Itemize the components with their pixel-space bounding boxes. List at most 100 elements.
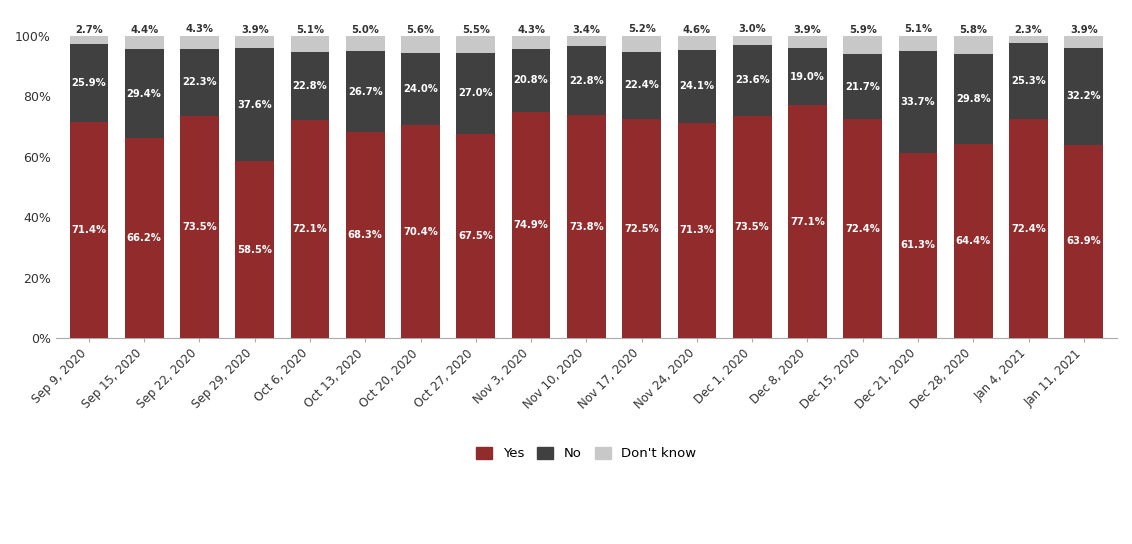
Text: 37.6%: 37.6% [238,100,272,110]
Bar [235,36,274,48]
Text: 26.7%: 26.7% [348,86,383,96]
Bar [623,119,661,338]
Bar [180,36,218,49]
Bar [1064,48,1104,145]
Text: 5.5%: 5.5% [462,24,490,35]
Bar [512,36,550,49]
Bar [954,54,993,144]
Text: 2.7%: 2.7% [75,24,103,35]
Bar [567,36,606,46]
Bar [899,36,937,51]
Bar [125,36,163,50]
Bar [235,48,274,162]
Text: 77.1%: 77.1% [790,217,825,226]
Text: 3.9%: 3.9% [794,24,822,35]
Bar [954,144,993,338]
Bar [456,53,495,134]
Bar [954,36,993,54]
Text: 74.9%: 74.9% [514,220,549,230]
Text: 32.2%: 32.2% [1066,91,1101,102]
Bar [1010,36,1048,43]
Text: 19.0%: 19.0% [790,72,825,82]
Text: 24.0%: 24.0% [403,84,438,94]
Text: 29.4%: 29.4% [127,89,162,99]
Bar [788,105,826,338]
Text: 27.0%: 27.0% [458,89,494,98]
Bar [456,134,495,338]
Text: 71.4%: 71.4% [71,225,106,235]
Bar [69,36,109,44]
Bar [1010,43,1048,120]
Text: 4.3%: 4.3% [517,24,546,35]
Bar [291,120,329,338]
Bar [623,52,661,119]
Text: 66.2%: 66.2% [127,233,162,243]
Bar [843,120,882,338]
Bar [401,126,440,338]
Text: 67.5%: 67.5% [458,231,494,241]
Bar [678,123,717,338]
Text: 25.9%: 25.9% [71,78,106,88]
Bar [788,48,826,105]
Bar [843,54,882,120]
Text: 64.4%: 64.4% [955,236,990,246]
Text: 3.9%: 3.9% [241,24,268,35]
Bar [291,52,329,120]
Bar [401,36,440,53]
Legend: Yes, No, Don't know: Yes, No, Don't know [470,440,703,467]
Text: 4.6%: 4.6% [683,24,711,35]
Text: 2.3%: 2.3% [1014,24,1043,35]
Text: 4.4%: 4.4% [130,24,158,35]
Bar [678,50,717,123]
Bar [180,116,218,338]
Bar [732,36,772,45]
Text: 72.4%: 72.4% [846,224,881,234]
Text: 5.1%: 5.1% [295,24,324,35]
Text: 73.5%: 73.5% [735,222,770,232]
Bar [1010,120,1048,338]
Text: 3.9%: 3.9% [1070,24,1098,35]
Text: 5.9%: 5.9% [849,24,876,35]
Bar [899,153,937,338]
Bar [1064,145,1104,338]
Text: 22.4%: 22.4% [624,81,659,90]
Text: 22.8%: 22.8% [569,76,603,86]
Text: 5.6%: 5.6% [406,24,435,35]
Bar [125,50,163,138]
Bar [346,36,385,51]
Text: 5.2%: 5.2% [628,24,655,34]
Bar [623,36,661,52]
Text: 5.0%: 5.0% [351,24,379,35]
Bar [346,51,385,132]
Text: 63.9%: 63.9% [1066,237,1101,246]
Text: 21.7%: 21.7% [846,82,881,92]
Text: 4.3%: 4.3% [186,24,214,34]
Bar [512,49,550,112]
Text: 25.3%: 25.3% [1011,76,1046,86]
Bar [732,45,772,116]
Text: 24.1%: 24.1% [679,82,714,91]
Text: 70.4%: 70.4% [403,227,438,237]
Bar [567,115,606,338]
Text: 23.6%: 23.6% [735,76,770,85]
Bar [1064,36,1104,48]
Text: 22.3%: 22.3% [182,77,216,88]
Bar [456,36,495,53]
Text: 3.0%: 3.0% [738,24,766,34]
Bar [788,36,826,48]
Bar [180,49,218,116]
Text: 73.8%: 73.8% [569,221,603,232]
Bar [512,112,550,338]
Text: 61.3%: 61.3% [901,240,935,250]
Bar [69,122,109,338]
Bar [567,46,606,115]
Text: 71.3%: 71.3% [679,225,714,236]
Bar [69,44,109,122]
Bar [401,53,440,126]
Text: 20.8%: 20.8% [514,76,549,85]
Text: 58.5%: 58.5% [238,245,272,255]
Bar [291,36,329,52]
Bar [732,116,772,338]
Bar [843,36,882,54]
Bar [899,51,937,153]
